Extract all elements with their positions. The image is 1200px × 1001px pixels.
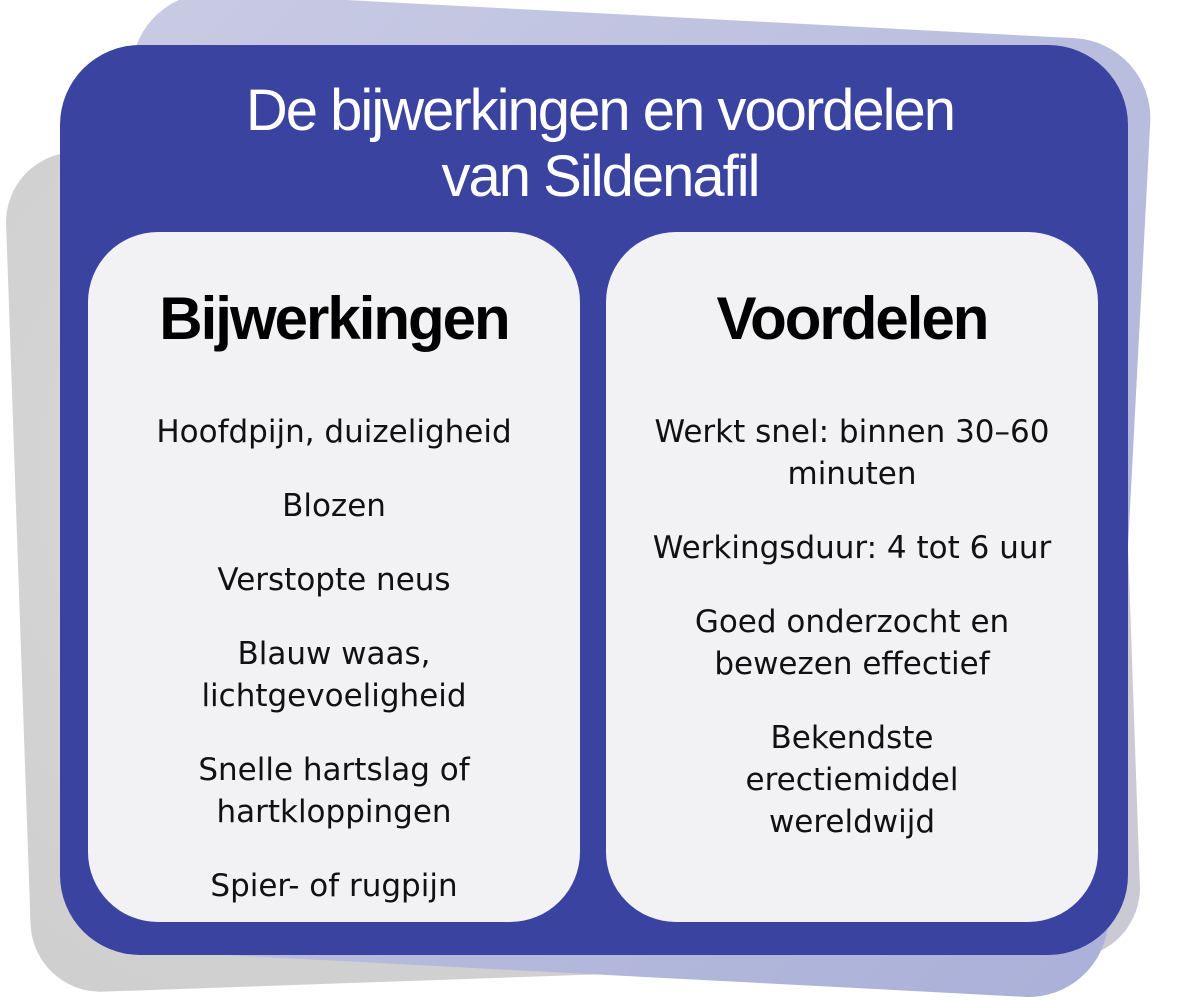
list-item: Blauw waas, lichtgevoeligheid (201, 636, 467, 714)
list-item: Hoofdpijn, duizeligheid (156, 414, 512, 450)
benefits-panel: Voordelen Werkt snel: binnen 30–60 minut… (606, 232, 1098, 922)
list-item: Blozen (282, 488, 386, 524)
title-line-1: De bijwerkingen en voordelen (245, 78, 956, 143)
list-item: Werkingsduur: 4 tot 6 uur (652, 530, 1052, 566)
title-line-2: van Sildenafil (441, 144, 761, 209)
side-effects-panel: Bijwerkingen Hoofdpijn, duizeligheid Blo… (88, 232, 580, 922)
side-effects-heading: Bijwerkingen (159, 285, 510, 352)
list-item: Bekendste erectiemiddel wereldwijd (745, 720, 959, 840)
page-title: De bijwerkingen en voordelen van Sildena… (0, 78, 1200, 210)
side-effects-list: Hoofdpijn, duizeligheid Blozen Verstopte… (88, 411, 580, 907)
list-item: Werkt snel: binnen 30–60 minuten (654, 414, 1050, 492)
benefits-heading: Voordelen (716, 285, 990, 352)
list-item: Snelle hartslag of hartkloppingen (198, 752, 470, 830)
benefits-list: Werkt snel: binnen 30–60 minuten Werking… (606, 411, 1098, 843)
list-item: Goed onderzocht en bewezen effectief (694, 604, 1010, 682)
list-item: Verstopte neus (217, 562, 451, 598)
list-item: Spier- of rugpijn (210, 868, 458, 904)
